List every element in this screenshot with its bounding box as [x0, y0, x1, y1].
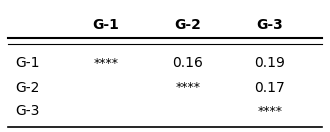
Text: G-3: G-3 [256, 18, 283, 32]
Text: 0.16: 0.16 [173, 56, 203, 70]
Text: G-2: G-2 [175, 18, 201, 32]
Text: G-2: G-2 [16, 81, 40, 95]
Text: ****: **** [257, 105, 282, 118]
Text: G-3: G-3 [16, 104, 40, 118]
Text: 0.17: 0.17 [254, 81, 285, 95]
Text: ****: **** [176, 81, 200, 95]
Text: ****: **** [94, 57, 118, 70]
Text: G-1: G-1 [93, 18, 119, 32]
Text: G-1: G-1 [15, 56, 40, 70]
Text: 0.19: 0.19 [254, 56, 285, 70]
